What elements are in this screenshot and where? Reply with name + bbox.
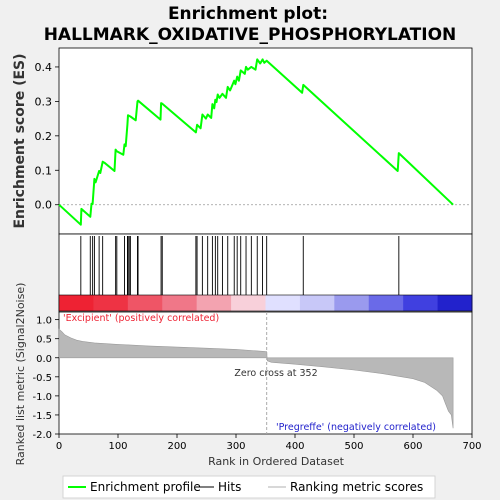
hit-markers <box>80 236 400 295</box>
es-y-axis: 0.0 0.1 0.2 0.3 0.4 <box>35 61 59 212</box>
metric-x-tick-label: 600 <box>403 441 422 452</box>
legend: Enrichment profile Hits Ranking metric sco… <box>68 480 423 494</box>
metric-x-axis-label: Rank in Ordered Dataset <box>208 455 345 468</box>
es-y-tick-label: 0.3 <box>35 95 53 108</box>
metric-y-tick-label: 0.0 <box>36 354 52 365</box>
chart-title-line1: Enrichment plot: <box>168 4 328 24</box>
legend-label-2: Ranking metric scores <box>290 480 423 494</box>
heatmap-segment <box>127 295 163 311</box>
legend-label-1: Hits <box>218 480 241 494</box>
metric-y-tick-label: -1.5 <box>32 411 52 422</box>
zero-cross-annotation: Zero cross at 352 <box>234 368 317 379</box>
ranking-metric-area <box>58 328 454 429</box>
es-y-axis-label: Enrichment score (ES) <box>12 53 28 228</box>
legend-label-0: Enrichment profile <box>90 480 201 494</box>
heatmap-segment <box>265 295 301 311</box>
chart-title-line2: HALLMARK_OXIDATIVE_PHOSPHORYLATION <box>44 25 457 45</box>
metric-x-tick-label: 300 <box>226 441 245 452</box>
heatmap-segment <box>231 295 266 311</box>
heatmap-segment <box>403 295 439 311</box>
es-y-tick-label: 0.1 <box>35 164 53 177</box>
heatmap-segment <box>334 295 370 311</box>
metric-x-tick-label: 100 <box>108 441 127 452</box>
metric-y-tick-label: -2.0 <box>32 430 52 441</box>
heatmap-segment <box>196 295 232 311</box>
heatmap-segment <box>437 295 473 311</box>
legend-box <box>62 475 436 499</box>
heatmap-segment <box>368 295 404 311</box>
metric-x-tick-label: 0 <box>56 441 62 452</box>
metric-x-tick-label: 500 <box>344 441 363 452</box>
metric-x-tick-label: 200 <box>167 441 186 452</box>
heatmap-segment <box>93 295 129 311</box>
metric-y-tick-label: -1.0 <box>32 392 52 403</box>
enrichment-profile-line <box>58 58 454 226</box>
metric-x-tick-label: 700 <box>462 441 481 452</box>
metric-y-tick-label: -0.5 <box>32 373 52 384</box>
heatmap-border <box>58 294 473 312</box>
metric-x-tick-label: 400 <box>285 441 304 452</box>
heatmap-segment <box>299 295 335 311</box>
metric-x-axis: 0 100 200 300 400 500 600 700 <box>56 434 482 452</box>
positive-correlation-label: 'Excipient' (positively correlated) <box>63 313 219 324</box>
es-y-tick-label: 0.4 <box>35 61 53 74</box>
heatmap-segment <box>59 295 94 311</box>
metric-y-tick-label: 0.5 <box>36 335 52 346</box>
negative-correlation-label: 'Pregreffe' (negatively correlated) <box>276 422 436 433</box>
metric-y-axis-label: Ranked list metric (Signal2Noise) <box>14 283 27 466</box>
metric-y-tick-label: 1.0 <box>36 316 52 327</box>
heatmap-segment <box>162 295 198 311</box>
metric-y-axis: 1.0 0.5 0.0 -0.5 -1.0 -1.5 -2.0 <box>32 316 59 441</box>
es-y-tick-label: 0.0 <box>35 199 53 212</box>
rank-heatmap-bar <box>59 295 473 311</box>
es-panel <box>58 47 473 235</box>
es-y-tick-label: 0.2 <box>35 130 53 143</box>
